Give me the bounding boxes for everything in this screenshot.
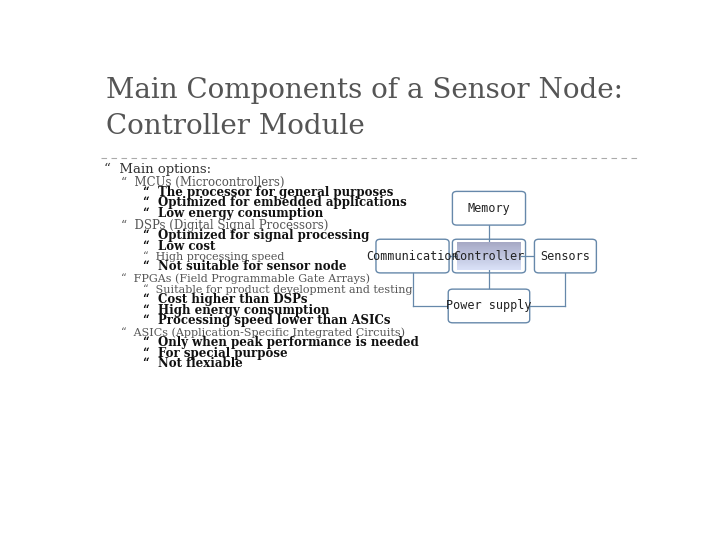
FancyBboxPatch shape <box>457 266 521 267</box>
FancyBboxPatch shape <box>457 247 521 248</box>
FancyBboxPatch shape <box>457 249 521 250</box>
Text: “  For special purpose: “ For special purpose <box>143 347 287 360</box>
Text: Controller Module: Controller Module <box>106 113 364 140</box>
FancyBboxPatch shape <box>457 266 521 267</box>
Text: Sensors: Sensors <box>541 249 590 262</box>
Text: Power supply: Power supply <box>446 300 531 313</box>
FancyBboxPatch shape <box>457 260 521 261</box>
Text: “  Not suitable for sensor node: “ Not suitable for sensor node <box>143 260 346 273</box>
FancyBboxPatch shape <box>457 255 521 256</box>
FancyBboxPatch shape <box>457 262 521 263</box>
FancyBboxPatch shape <box>457 254 521 255</box>
FancyBboxPatch shape <box>457 252 521 253</box>
FancyBboxPatch shape <box>457 267 521 268</box>
FancyBboxPatch shape <box>457 249 521 251</box>
Text: “  Processing speed lower than ASICs: “ Processing speed lower than ASICs <box>143 314 390 327</box>
FancyBboxPatch shape <box>457 251 521 252</box>
Text: “  ASICs (Application-Specific Integrated Circuits): “ ASICs (Application-Specific Integrated… <box>121 327 405 338</box>
Text: “  Main options:: “ Main options: <box>104 163 211 176</box>
FancyBboxPatch shape <box>457 262 521 264</box>
Text: “  Only when peak performance is needed: “ Only when peak performance is needed <box>143 336 419 349</box>
FancyBboxPatch shape <box>457 250 521 251</box>
Text: “  Cost higher than DSPs: “ Cost higher than DSPs <box>143 293 307 306</box>
FancyBboxPatch shape <box>457 256 521 257</box>
FancyBboxPatch shape <box>452 191 526 225</box>
FancyBboxPatch shape <box>457 258 521 259</box>
FancyBboxPatch shape <box>457 253 521 254</box>
FancyBboxPatch shape <box>457 257 521 258</box>
FancyBboxPatch shape <box>457 268 521 269</box>
FancyBboxPatch shape <box>534 239 596 273</box>
Text: Main Components of a Sensor Node:: Main Components of a Sensor Node: <box>106 77 623 104</box>
Text: “  Low energy consumption: “ Low energy consumption <box>143 207 323 220</box>
Text: Controller: Controller <box>454 249 525 262</box>
FancyBboxPatch shape <box>457 251 521 252</box>
FancyBboxPatch shape <box>457 265 521 266</box>
Text: “  Not flexiable: “ Not flexiable <box>143 357 243 370</box>
FancyBboxPatch shape <box>457 242 521 243</box>
Text: “  Optimized for signal processing: “ Optimized for signal processing <box>143 229 369 242</box>
FancyBboxPatch shape <box>457 256 521 258</box>
FancyBboxPatch shape <box>457 252 521 253</box>
FancyBboxPatch shape <box>457 263 521 264</box>
Text: “  DSPs (Digital Signal Processors): “ DSPs (Digital Signal Processors) <box>121 219 328 232</box>
FancyBboxPatch shape <box>457 255 521 256</box>
FancyBboxPatch shape <box>457 258 521 259</box>
FancyBboxPatch shape <box>457 259 521 260</box>
FancyBboxPatch shape <box>457 243 521 244</box>
FancyBboxPatch shape <box>457 247 521 248</box>
FancyBboxPatch shape <box>457 244 521 245</box>
Text: “  FPGAs (Field Programmable Gate Arrays): “ FPGAs (Field Programmable Gate Arrays) <box>121 274 369 285</box>
FancyBboxPatch shape <box>457 246 521 247</box>
FancyBboxPatch shape <box>457 261 521 262</box>
FancyBboxPatch shape <box>457 254 521 255</box>
Text: “  Suitable for product development and testing: “ Suitable for product development and t… <box>143 284 413 295</box>
FancyBboxPatch shape <box>376 239 449 273</box>
FancyBboxPatch shape <box>457 265 521 266</box>
FancyBboxPatch shape <box>457 246 521 247</box>
FancyBboxPatch shape <box>457 242 521 244</box>
Text: “  High energy consumption: “ High energy consumption <box>143 303 330 316</box>
FancyBboxPatch shape <box>457 244 521 245</box>
FancyBboxPatch shape <box>457 253 521 254</box>
FancyBboxPatch shape <box>457 261 521 262</box>
Text: “  Low cost: “ Low cost <box>143 240 215 253</box>
FancyBboxPatch shape <box>457 264 521 265</box>
FancyBboxPatch shape <box>457 260 521 261</box>
FancyBboxPatch shape <box>457 267 521 268</box>
Text: Memory: Memory <box>467 202 510 215</box>
FancyBboxPatch shape <box>457 259 521 260</box>
FancyBboxPatch shape <box>457 248 521 249</box>
Text: Communication: Communication <box>366 249 459 262</box>
FancyBboxPatch shape <box>457 245 521 246</box>
Text: “  MCUs (Microcontrollers): “ MCUs (Microcontrollers) <box>121 176 284 188</box>
Text: “  The processor for general purposes: “ The processor for general purposes <box>143 186 393 199</box>
FancyBboxPatch shape <box>449 289 530 323</box>
FancyBboxPatch shape <box>457 268 521 269</box>
FancyBboxPatch shape <box>457 248 521 249</box>
Text: “  High processing speed: “ High processing speed <box>143 251 284 262</box>
Text: “  Optimized for embedded applications: “ Optimized for embedded applications <box>143 197 407 210</box>
FancyBboxPatch shape <box>457 264 521 265</box>
FancyBboxPatch shape <box>457 245 521 246</box>
